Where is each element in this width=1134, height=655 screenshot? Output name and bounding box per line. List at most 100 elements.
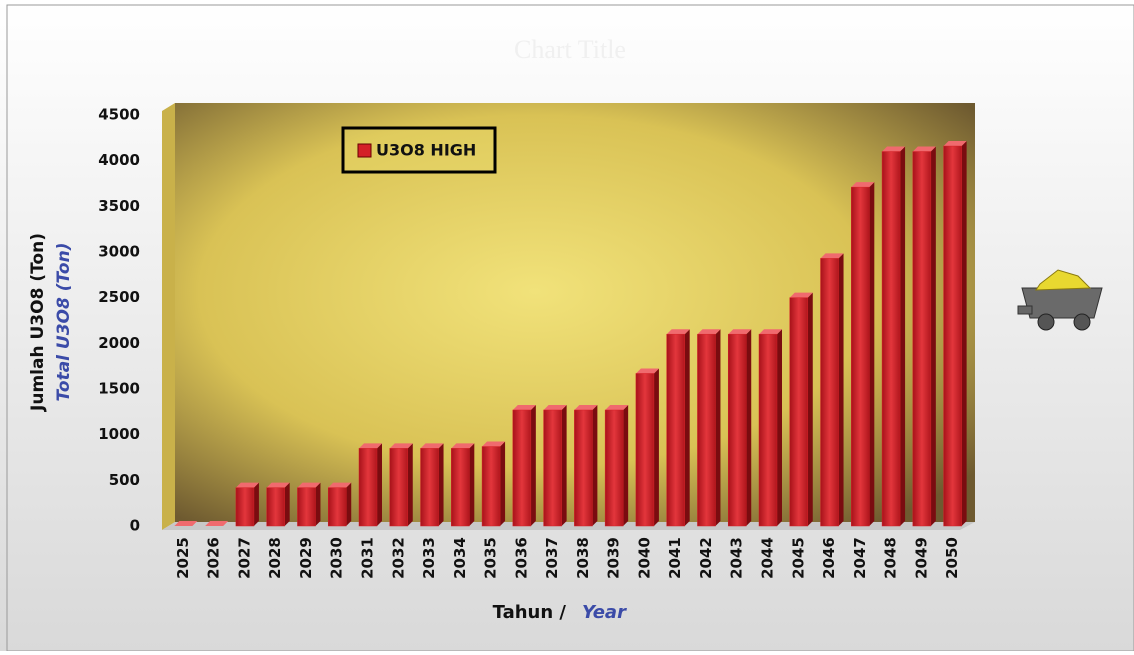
bar xyxy=(758,329,782,527)
bar-front xyxy=(604,409,624,527)
bar-side xyxy=(961,141,967,526)
y-tick-label: 4500 xyxy=(98,106,140,124)
bar-top xyxy=(697,329,721,335)
bar-top xyxy=(759,329,782,335)
bar-side xyxy=(315,482,321,526)
bar-top xyxy=(635,368,659,374)
bar xyxy=(820,253,844,527)
bar-side xyxy=(653,368,659,526)
x-axis-label-en: Year xyxy=(582,602,627,623)
bar-front xyxy=(327,487,347,527)
x-tick-label: 2037 xyxy=(543,537,561,579)
bar-top xyxy=(235,482,259,488)
legend-swatch xyxy=(357,143,372,158)
bar-front xyxy=(851,186,870,527)
bar-front xyxy=(666,333,685,527)
bar xyxy=(358,443,382,527)
x-tick-label: 2047 xyxy=(851,537,869,579)
x-tick-label: 2041 xyxy=(666,537,684,579)
bar-front xyxy=(943,145,962,527)
bar-top xyxy=(420,443,444,449)
x-tick-label: 2046 xyxy=(820,537,838,579)
bar-front xyxy=(235,487,255,527)
bar xyxy=(451,443,475,527)
bar-top xyxy=(605,405,629,411)
bar xyxy=(543,405,567,527)
bar-front xyxy=(820,258,839,527)
x-tick-label: 2049 xyxy=(912,537,930,579)
x-axis-label: Tahun / xyxy=(493,602,567,623)
y-tick-label: 3000 xyxy=(98,243,140,261)
y-tick-label: 2500 xyxy=(98,288,140,306)
bar-top xyxy=(512,405,536,411)
legend-label: U3O8 HIGH xyxy=(376,141,476,160)
bar-top xyxy=(882,146,906,152)
bar-front xyxy=(881,151,901,527)
bar-side xyxy=(807,292,813,526)
bar xyxy=(266,482,290,527)
bar-side xyxy=(746,329,752,526)
x-tick-label: 2028 xyxy=(266,537,284,579)
bar xyxy=(727,329,752,527)
bar xyxy=(697,329,721,527)
bar-side xyxy=(777,329,782,526)
bar-top xyxy=(912,146,936,152)
legend: U3O8 HIGH xyxy=(341,126,497,174)
bar-side xyxy=(438,443,444,526)
y-tick-label: 0 xyxy=(130,517,140,535)
bar-side xyxy=(684,329,690,526)
bar-top xyxy=(543,405,567,411)
y-tick-label: 1500 xyxy=(98,380,140,398)
bar-side xyxy=(930,146,936,527)
bar-side xyxy=(900,146,906,527)
bar-front xyxy=(420,448,439,527)
bar-side xyxy=(838,253,844,527)
x-tick-label: 2045 xyxy=(789,537,807,579)
x-tick-label: 2026 xyxy=(205,537,223,579)
bar-side xyxy=(377,443,382,526)
bar xyxy=(789,292,813,527)
bar-top xyxy=(482,441,506,447)
y-tick-label: 3500 xyxy=(98,197,140,215)
bar-side xyxy=(592,405,598,526)
bar-side xyxy=(715,329,721,526)
bar-side xyxy=(284,482,290,526)
bar-front xyxy=(912,151,932,527)
x-tick-label: 2025 xyxy=(174,537,192,579)
x-tick-label: 2043 xyxy=(728,537,746,579)
bar xyxy=(604,405,629,527)
x-tick-label: 2039 xyxy=(605,537,623,579)
bar-top xyxy=(205,521,229,526)
y-tick-label: 2000 xyxy=(98,334,140,352)
bar xyxy=(481,441,506,527)
bar-side xyxy=(623,405,629,526)
x-tick-label: 2040 xyxy=(635,537,653,579)
bar-top xyxy=(820,253,844,259)
bar-top xyxy=(297,482,321,488)
bar-side xyxy=(469,443,475,526)
bar xyxy=(881,146,906,527)
y-axis-label-en: Total U3O8 (Ton) xyxy=(54,243,74,402)
x-tick-label: 2050 xyxy=(943,537,961,579)
x-tick-label: 2036 xyxy=(512,537,530,579)
bar-front xyxy=(481,446,501,527)
bar-front xyxy=(358,448,378,527)
bar xyxy=(635,368,659,527)
bar xyxy=(851,182,875,527)
bar-front xyxy=(758,333,778,527)
bar xyxy=(912,146,936,527)
bar xyxy=(389,443,413,527)
side-wall xyxy=(162,103,175,530)
x-tick-label: 2035 xyxy=(482,537,500,579)
x-tick-label: 2048 xyxy=(882,537,900,579)
bar-side xyxy=(346,482,352,526)
bar-top xyxy=(328,482,352,488)
x-tick-label: 2033 xyxy=(420,537,438,579)
bar-front xyxy=(697,333,716,527)
bar-top xyxy=(789,292,813,298)
x-tick-label: 2044 xyxy=(759,537,777,579)
bar-front xyxy=(574,409,593,527)
bar-top xyxy=(574,405,598,411)
bar-top xyxy=(451,443,475,449)
